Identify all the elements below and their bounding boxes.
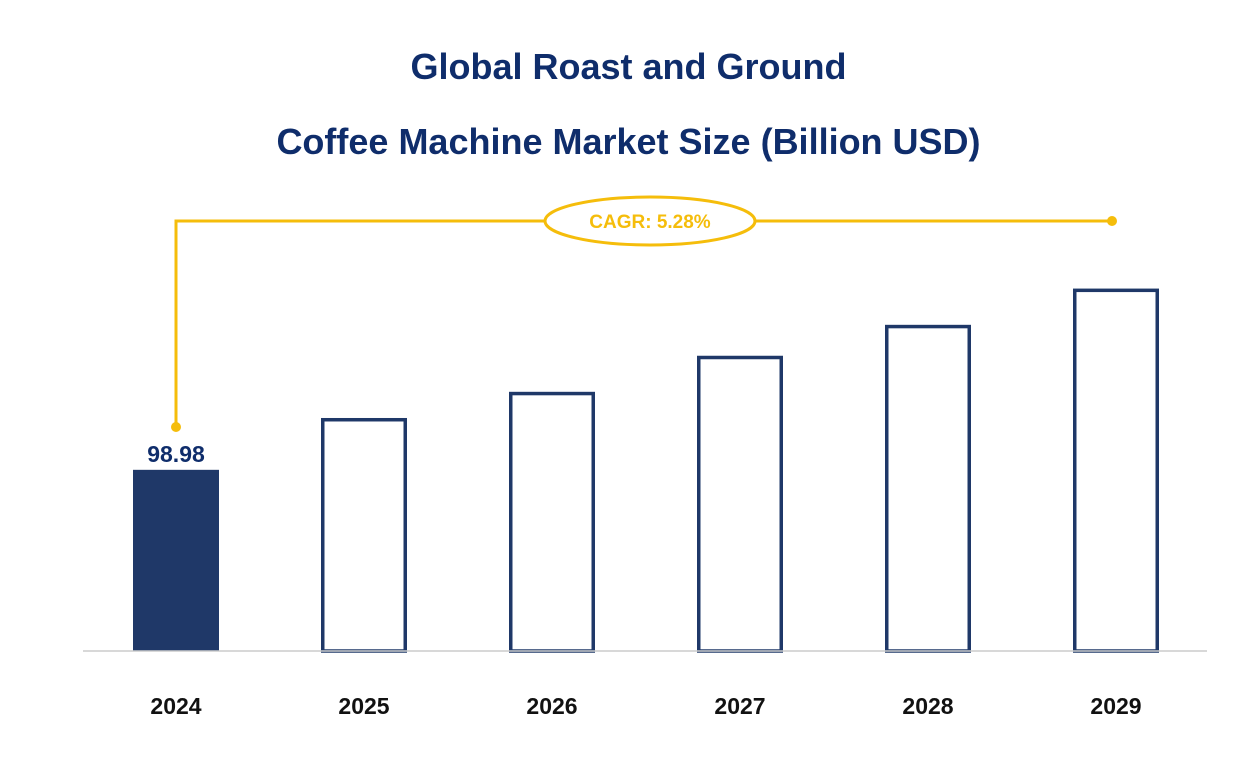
- cagr-start-dot: [171, 422, 181, 432]
- bar-2029: [1073, 288, 1159, 653]
- x-tick-labels: 2024 2025 2026 2027 2028 2029: [150, 693, 1141, 719]
- x-tick-label-2027: 2027: [714, 693, 765, 719]
- bar-2026: [509, 391, 595, 653]
- x-tick-label-2025: 2025: [338, 693, 389, 719]
- cagr-label: CAGR: 5.28%: [589, 212, 711, 233]
- chart-title-line-2: Coffee Machine Market Size (Billion USD): [276, 121, 981, 162]
- data-label-2024: 98.98: [147, 441, 205, 467]
- x-tick-label-2028: 2028: [902, 693, 953, 719]
- x-tick-label-2029: 2029: [1090, 693, 1141, 719]
- data-labels: 98.98: [147, 441, 205, 467]
- x-tick-label-2026: 2026: [526, 693, 577, 719]
- cagr-bracket-line: [174, 219, 1112, 427]
- chart-title-line-1: Global Roast and Ground: [410, 46, 847, 87]
- cagr-annotation: CAGR: 5.28%: [171, 195, 1117, 432]
- x-tick-label-2024: 2024: [150, 693, 201, 719]
- bar-2025: [321, 417, 407, 653]
- bars-layer: [133, 288, 1159, 653]
- bar-2024: [133, 469, 219, 651]
- bar-2027: [697, 355, 783, 653]
- cagr-end-dot: [1107, 216, 1117, 226]
- cagr-badge: [543, 195, 757, 247]
- bar-2028: [885, 324, 971, 653]
